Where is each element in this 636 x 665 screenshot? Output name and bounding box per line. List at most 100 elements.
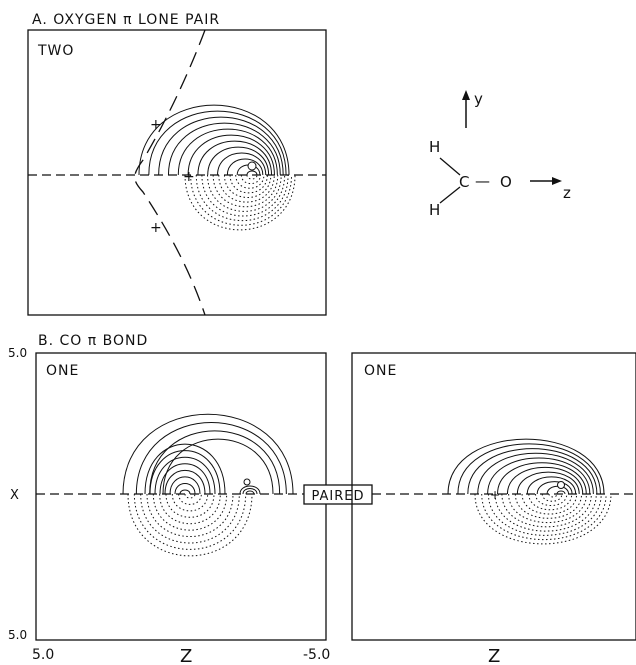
positive-contour bbox=[526, 476, 577, 495]
bond-c-h-top bbox=[439, 157, 461, 176]
positive-contour bbox=[149, 430, 281, 495]
positive-contour bbox=[177, 128, 278, 176]
negative-contour bbox=[508, 493, 587, 523]
atom-oxygen: O bbox=[500, 173, 512, 191]
panel-b-title: B. CO π BOND bbox=[38, 333, 148, 349]
positive-contour bbox=[122, 413, 294, 495]
x-axis-tick-right: -5.0 bbox=[303, 647, 330, 663]
negative-contour bbox=[201, 174, 286, 217]
positive-contour bbox=[159, 463, 211, 495]
panel-a-frame bbox=[27, 29, 327, 316]
panel-b-left-negative-lobe bbox=[127, 493, 253, 557]
negative-contour bbox=[171, 493, 209, 512]
positive-contour bbox=[239, 485, 261, 495]
bond-c-o: — bbox=[475, 172, 490, 190]
positive-contour bbox=[144, 443, 226, 495]
bond-c-h-bottom bbox=[439, 186, 461, 204]
negative-contour bbox=[223, 174, 272, 198]
positive-contour bbox=[245, 490, 255, 495]
negative-contour bbox=[521, 493, 578, 515]
plus-sign: + bbox=[150, 220, 162, 236]
negative-contour bbox=[195, 174, 289, 221]
positive-contour bbox=[246, 170, 258, 176]
positive-contour bbox=[217, 152, 267, 176]
x-axis-tick-left: 5.0 bbox=[32, 647, 54, 663]
panel-a-orbital-label: TWO bbox=[37, 43, 74, 59]
negative-contour bbox=[235, 174, 265, 189]
negative-contour bbox=[481, 493, 607, 541]
negative-contour bbox=[501, 493, 592, 528]
positive-contour bbox=[556, 490, 566, 495]
negative-contour bbox=[487, 493, 602, 536]
panel-a-positive-lobe bbox=[138, 104, 290, 176]
panel-a-nodal-line bbox=[134, 29, 206, 316]
positive-contour bbox=[149, 450, 221, 495]
positive-contour bbox=[457, 443, 601, 495]
positive-contour bbox=[167, 122, 281, 176]
panel-b-left-frame bbox=[35, 352, 327, 641]
negative-contour bbox=[146, 493, 234, 537]
y-axis-arrowhead bbox=[462, 90, 470, 100]
positive-contour bbox=[174, 482, 196, 495]
negative-contour bbox=[159, 493, 221, 525]
y-axis-label: y bbox=[474, 90, 483, 108]
positive-contour bbox=[179, 489, 191, 495]
positive-contour bbox=[226, 158, 264, 176]
panel-b-right-label: ONE bbox=[364, 363, 397, 379]
positive-contour bbox=[487, 457, 591, 495]
positive-contour bbox=[242, 488, 258, 495]
negative-contour bbox=[207, 174, 282, 212]
positive-contour bbox=[158, 116, 284, 176]
atom-carbon: C bbox=[459, 173, 469, 191]
negative-contour bbox=[229, 174, 268, 194]
negative-contour bbox=[474, 493, 612, 545]
negative-contour bbox=[190, 174, 293, 226]
positive-contour bbox=[197, 140, 273, 176]
plus-sign: + bbox=[183, 169, 195, 185]
positive-contour bbox=[135, 422, 287, 495]
positive-contour bbox=[467, 448, 598, 495]
panel-b-left-positive-lobe bbox=[122, 413, 294, 495]
negative-contour bbox=[178, 493, 202, 505]
panel-b-left-label: ONE bbox=[46, 363, 79, 379]
positive-contour bbox=[497, 462, 587, 495]
negative-contour bbox=[133, 493, 247, 550]
negative-contour bbox=[184, 493, 196, 499]
positive-contour bbox=[169, 476, 201, 495]
y-axis-tick-top: 5.0 bbox=[8, 346, 27, 360]
positive-contour bbox=[506, 467, 584, 495]
z-axis-label-left: Z bbox=[180, 646, 192, 665]
atom-h-top: H bbox=[429, 138, 440, 156]
panel-b-right-positive-lobe bbox=[447, 438, 605, 495]
z-axis-label: z bbox=[563, 184, 571, 202]
negative-contour bbox=[240, 174, 261, 185]
negative-contour bbox=[218, 174, 275, 203]
positive-contour bbox=[187, 134, 275, 176]
z-axis-label-right: Z bbox=[488, 646, 500, 665]
y-axis-tick-bottom: 5.0 bbox=[8, 628, 27, 642]
x-axis-side-label: X bbox=[10, 488, 19, 503]
negative-contour bbox=[140, 493, 240, 544]
negative-contour bbox=[494, 493, 597, 532]
oxygen-nucleus-marker bbox=[243, 478, 251, 486]
negative-contour bbox=[528, 493, 573, 511]
negative-contour bbox=[246, 174, 258, 180]
negative-contour bbox=[152, 493, 228, 531]
paired-label: PAIRED bbox=[312, 489, 365, 504]
negative-contour bbox=[184, 174, 296, 231]
atom-h-bottom: H bbox=[429, 201, 440, 219]
positive-contour bbox=[154, 456, 216, 495]
negative-contour bbox=[212, 174, 279, 208]
oxygen-nucleus-marker bbox=[247, 161, 257, 171]
panel-b-right-frame bbox=[351, 352, 636, 641]
negative-contour bbox=[165, 493, 215, 518]
panel-b-right-negative-lobe bbox=[474, 493, 612, 545]
positive-contour bbox=[536, 481, 573, 495]
panel-a-negative-lobe bbox=[184, 174, 296, 231]
positive-contour bbox=[162, 438, 274, 495]
positive-contour bbox=[207, 146, 270, 176]
formaldehyde-diagram: y H H C — O z bbox=[429, 90, 571, 219]
negative-contour bbox=[514, 493, 583, 519]
